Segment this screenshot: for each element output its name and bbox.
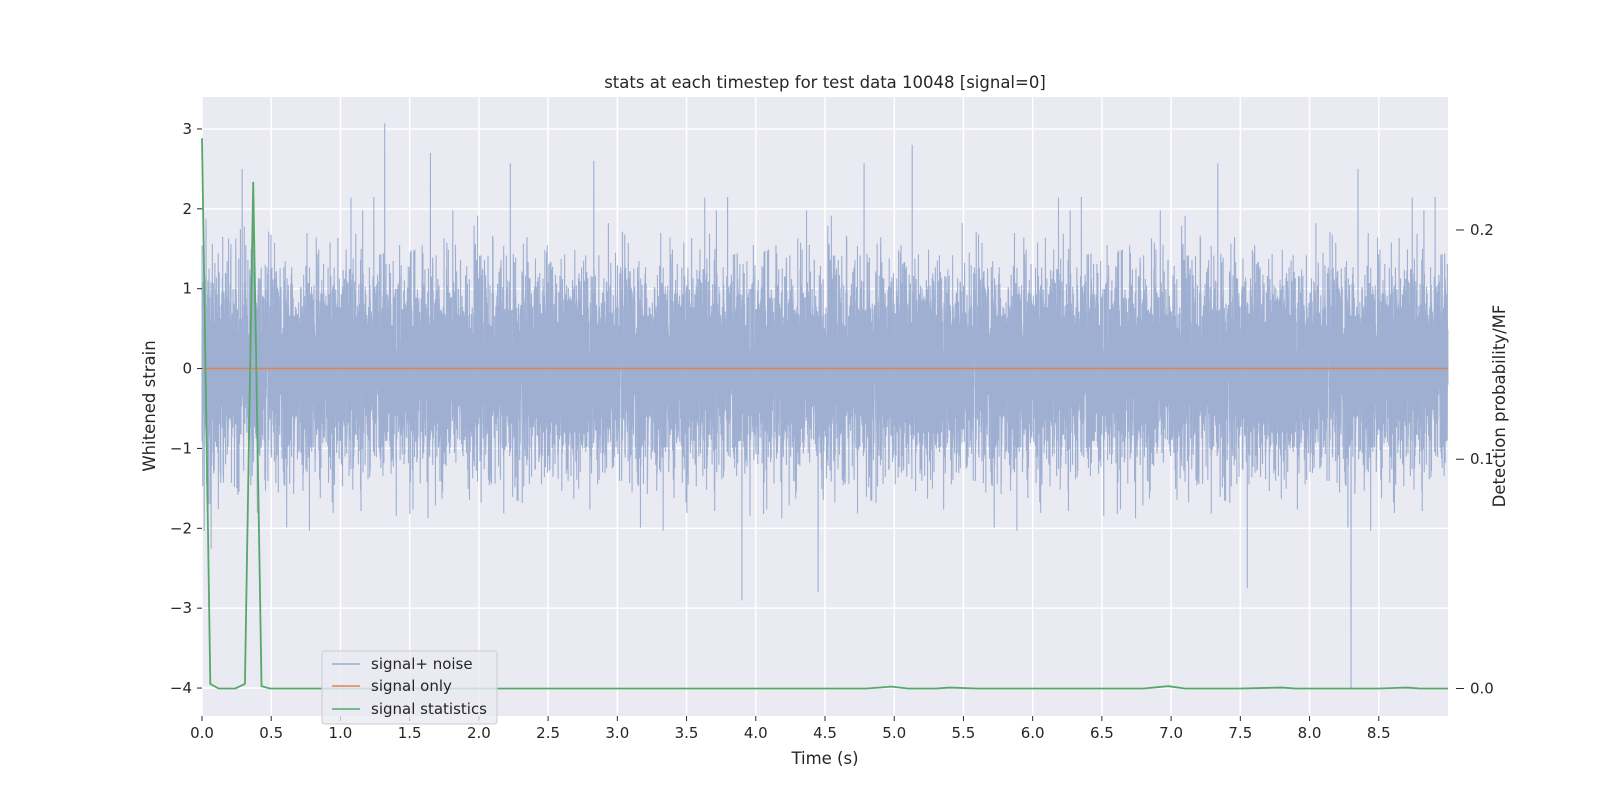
signal-statistics-line bbox=[201, 138, 1448, 690]
x-tick-label: 2.5 bbox=[536, 724, 560, 742]
signal-noise-series bbox=[201, 123, 1449, 689]
series-layer bbox=[201, 138, 1448, 690]
y-axis-label: Whitened strain bbox=[140, 340, 159, 471]
y-tick-label: 2 bbox=[182, 200, 192, 218]
x-tick-label: 1.0 bbox=[329, 724, 353, 742]
x-tick-label: 8.5 bbox=[1367, 724, 1391, 742]
axes: 0.0 0.5 1.0 1.5 2.0 2.5 3.0 3.5 4.0 4.5 5.0 5.5 6.0 6… bbox=[170, 120, 1494, 742]
x-tick-label: 7.0 bbox=[1159, 724, 1183, 742]
y-tick-label: −1 bbox=[170, 439, 192, 457]
legend: signal+ noise signal only signal statist… bbox=[321, 650, 498, 725]
y-tick-label: 1 bbox=[182, 280, 192, 298]
x-tick-label: 5.5 bbox=[952, 724, 976, 742]
x-tick-label: 0.0 bbox=[190, 724, 214, 742]
legend-label-signal-statistics: signal statistics bbox=[371, 700, 487, 718]
y-tick-label: 3 bbox=[182, 120, 192, 138]
x-tick-label: 1.5 bbox=[398, 724, 422, 742]
x-axis-label: Time (s) bbox=[790, 749, 858, 768]
y-tick-label: −4 bbox=[170, 679, 192, 697]
y-right-tick-label: 0.1 bbox=[1470, 450, 1494, 468]
chart-title: stats at each timestep for test data 100… bbox=[604, 73, 1046, 92]
x-tick-label: 6.5 bbox=[1090, 724, 1114, 742]
y-right-tick-label: 0.0 bbox=[1470, 679, 1494, 697]
y-tick-label: 0 bbox=[182, 360, 192, 378]
legend-label-signal-only: signal only bbox=[371, 677, 452, 695]
signal-noise-line bbox=[201, 123, 1449, 689]
x-tick-label: 7.5 bbox=[1228, 724, 1252, 742]
x-tick-label: 4.0 bbox=[744, 724, 768, 742]
x-tick-label: 5.0 bbox=[882, 724, 906, 742]
y-right-axis-label: Detection probability/MF bbox=[1490, 305, 1509, 508]
x-tick-label: 6.0 bbox=[1021, 724, 1045, 742]
x-tick-label: 0.5 bbox=[259, 724, 283, 742]
y-right-tick-label: 0.2 bbox=[1470, 221, 1494, 239]
x-tick-label: 2.0 bbox=[467, 724, 491, 742]
y-tick-label: −2 bbox=[170, 519, 192, 537]
legend-label-signal-noise: signal+ noise bbox=[371, 655, 473, 673]
legend-box bbox=[321, 650, 498, 725]
x-tick-label: 3.0 bbox=[605, 724, 629, 742]
x-tick-label: 4.5 bbox=[813, 724, 837, 742]
x-tick-label: 3.5 bbox=[675, 724, 699, 742]
x-tick-label: 8.0 bbox=[1298, 724, 1322, 742]
y-tick-label: −3 bbox=[170, 599, 192, 617]
